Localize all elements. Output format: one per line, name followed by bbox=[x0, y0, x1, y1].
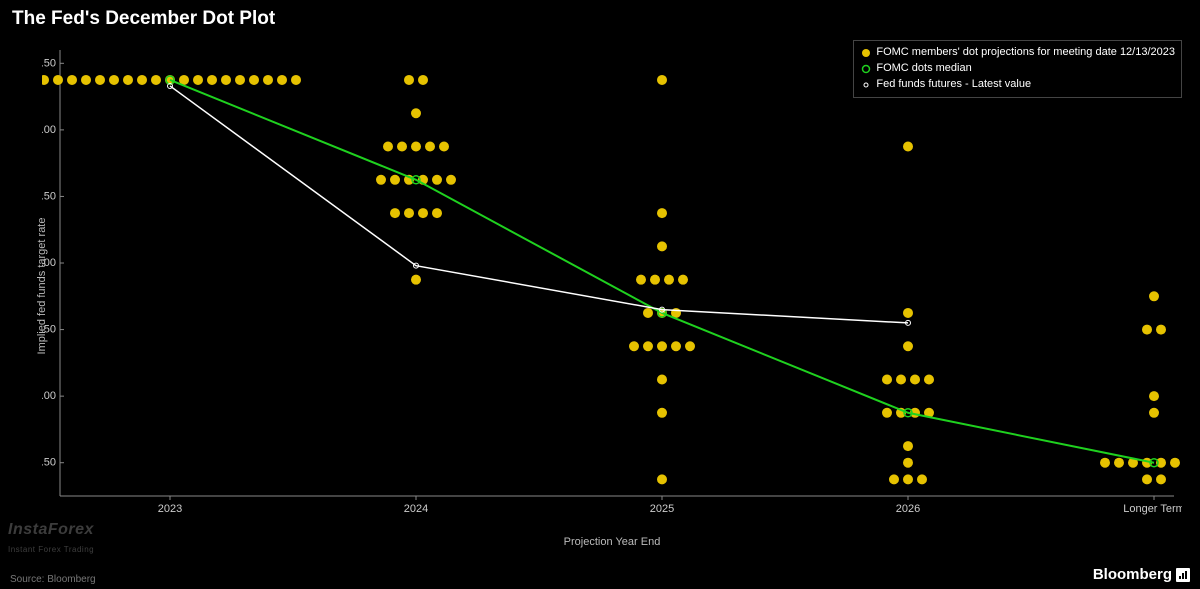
legend: FOMC members' dot projections for meetin… bbox=[853, 40, 1182, 98]
legend-dot-icon bbox=[860, 48, 872, 58]
legend-row-futures: Fed funds futures - Latest value bbox=[860, 77, 1175, 93]
svg-text:3.00: 3.00 bbox=[42, 390, 56, 402]
svg-text:2024: 2024 bbox=[404, 503, 428, 515]
legend-median-label: FOMC dots median bbox=[876, 61, 971, 77]
plot-svg: 2.503.003.504.004.505.005.50202320242025… bbox=[42, 40, 1182, 520]
svg-text:Longer Term: Longer Term bbox=[1123, 503, 1182, 515]
svg-text:2.50: 2.50 bbox=[42, 457, 56, 469]
svg-text:2026: 2026 bbox=[896, 503, 920, 515]
legend-median-icon bbox=[860, 64, 872, 74]
legend-row-dots: FOMC members' dot projections for meetin… bbox=[860, 45, 1175, 61]
bloomberg-icon bbox=[1176, 568, 1190, 582]
legend-dots-label: FOMC members' dot projections for meetin… bbox=[876, 45, 1175, 61]
svg-text:2023: 2023 bbox=[158, 503, 182, 515]
chart-title: The Fed's December Dot Plot bbox=[0, 0, 1200, 30]
y-axis-label: Implied fed funds target rate bbox=[36, 218, 48, 355]
svg-text:2025: 2025 bbox=[650, 503, 674, 515]
legend-futures-label: Fed funds futures - Latest value bbox=[876, 77, 1031, 93]
plot-area: Implied fed funds target rate 2.503.003.… bbox=[42, 40, 1182, 520]
svg-text:4.50: 4.50 bbox=[42, 190, 56, 202]
footer-brand: Bloomberg bbox=[1093, 566, 1190, 583]
svg-text:5.50: 5.50 bbox=[42, 57, 56, 69]
legend-futures-icon bbox=[860, 80, 872, 90]
footer-source: Source: Bloomberg bbox=[10, 574, 96, 585]
svg-text:5.00: 5.00 bbox=[42, 124, 56, 136]
watermark-logo: InstaForex Instant Forex Trading bbox=[8, 521, 94, 557]
x-axis-label: Projection Year End bbox=[564, 536, 661, 548]
legend-row-median: FOMC dots median bbox=[860, 61, 1175, 77]
